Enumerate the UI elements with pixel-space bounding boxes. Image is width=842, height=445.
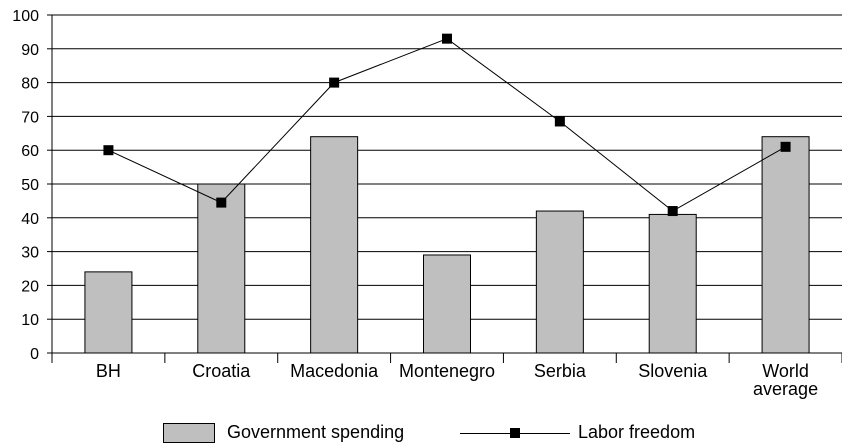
y-tick-label: 60 <box>21 143 39 160</box>
y-tick-label: 70 <box>21 109 39 126</box>
y-tick-label: 100 <box>12 8 39 25</box>
bar-world-average <box>761 136 810 354</box>
x-tick-label: World average <box>753 361 818 399</box>
legend-item-government-spending: Government spending <box>163 420 404 445</box>
y-tick-label: 0 <box>30 346 39 363</box>
bar-slovenia <box>648 213 697 354</box>
bar-macedonia <box>310 136 359 354</box>
point-labor-freedom-bh <box>103 145 114 156</box>
legend: Government spending Labor freedom <box>0 420 842 445</box>
y-tick-label: 40 <box>21 211 39 228</box>
point-labor-freedom-world-average <box>780 141 791 152</box>
y-tick-label: 80 <box>21 76 39 93</box>
legend-item-labor-freedom: Labor freedom <box>460 420 695 445</box>
legend-label-labor-freedom: Labor freedom <box>578 422 696 442</box>
x-tick-label: BH <box>96 361 121 381</box>
x-tick-label: Croatia <box>192 361 251 381</box>
y-tick-label: 10 <box>21 312 39 329</box>
legend-swatch-bar <box>163 422 215 443</box>
y-tick-label: 30 <box>21 245 39 262</box>
x-tick-label: Montenegro <box>399 361 495 381</box>
point-labor-freedom-montenegro <box>442 33 452 44</box>
bar-croatia <box>197 183 246 354</box>
legend-label-government-spending: Government spending <box>227 422 405 442</box>
x-tick-label: Slovenia <box>638 361 708 381</box>
chart-canvas: 0 10 20 30 40 50 60 70 80 90 100 BH Croatia Macedonia… <box>12 8 842 399</box>
point-labor-freedom-croatia <box>216 197 227 208</box>
x-tick-label: Serbia <box>534 361 587 381</box>
bar-serbia <box>535 210 584 354</box>
y-tick-label: 50 <box>21 177 39 194</box>
y-tick-label: 90 <box>21 42 39 59</box>
bar-montenegro <box>423 254 471 354</box>
y-tick-label: 20 <box>21 278 39 295</box>
x-tick-label: Macedonia <box>290 361 379 381</box>
point-labor-freedom-serbia <box>554 116 565 127</box>
legend-swatch-line <box>460 423 570 443</box>
bar-bh <box>84 271 133 354</box>
point-labor-freedom-slovenia <box>667 206 678 217</box>
point-labor-freedom-macedonia <box>329 77 340 88</box>
